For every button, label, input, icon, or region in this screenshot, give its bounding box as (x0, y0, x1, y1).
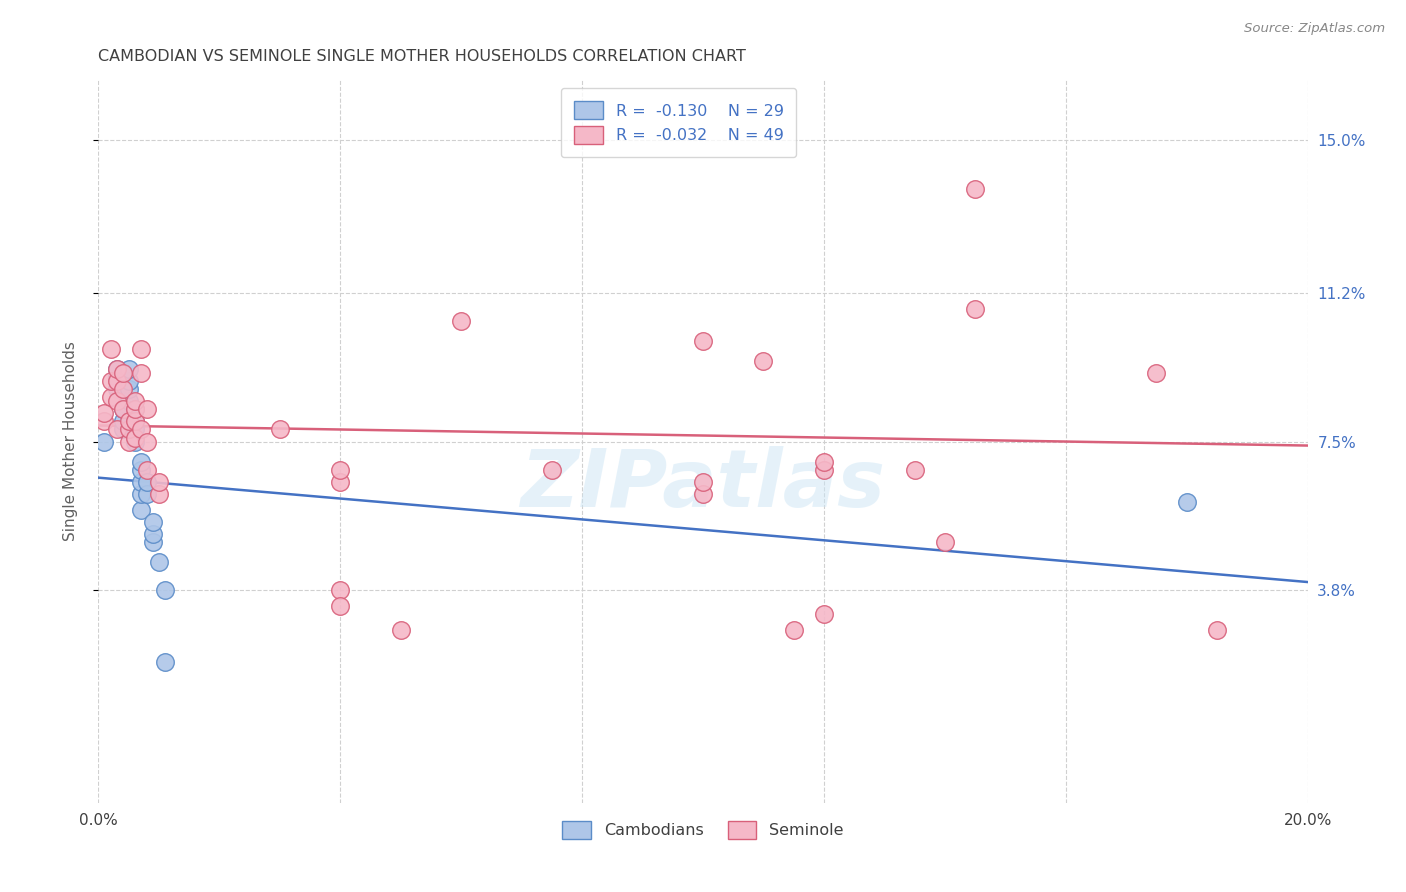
Point (118, 414, 141, 428)
Point (124, 414, 146, 428)
Point (148, 487, 170, 501)
Y-axis label: Single Mother Households: Single Mother Households (63, 342, 77, 541)
Point (111, 402, 134, 417)
Point (111, 382, 134, 396)
Point (129, 454, 152, 469)
Point (692, 487, 714, 501)
Point (813, 607, 835, 622)
Point (135, 402, 157, 417)
Point (118, 375, 141, 389)
Point (118, 423, 141, 437)
Point (105, 362, 128, 376)
Point (118, 382, 141, 396)
Point (124, 402, 146, 417)
Text: Source: ZipAtlas.com: Source: ZipAtlas.com (1244, 22, 1385, 36)
Point (148, 555, 170, 569)
Point (813, 462, 835, 476)
Point (105, 375, 128, 389)
Point (105, 423, 128, 437)
Point (111, 423, 134, 437)
Point (135, 434, 157, 449)
Point (129, 475, 152, 489)
Point (93, 434, 115, 449)
Point (118, 434, 141, 449)
Legend: Cambodians, Seminole: Cambodians, Seminole (555, 814, 851, 846)
Point (1144, 366, 1167, 380)
Point (129, 423, 152, 437)
Point (269, 423, 291, 437)
Point (105, 370, 128, 384)
Point (93, 407, 115, 421)
Point (142, 515, 165, 529)
Point (129, 366, 152, 380)
Point (100, 375, 122, 389)
Point (934, 534, 956, 549)
Point (124, 394, 146, 409)
Point (129, 462, 152, 476)
Point (329, 475, 352, 489)
Point (153, 655, 176, 669)
Point (118, 362, 141, 376)
Point (965, 301, 987, 317)
Point (111, 402, 134, 417)
Point (124, 434, 146, 449)
Point (965, 181, 987, 195)
Point (100, 342, 122, 356)
Point (540, 462, 562, 476)
Point (124, 402, 146, 417)
Point (148, 475, 170, 489)
Point (124, 414, 146, 428)
Text: ZIPatlas: ZIPatlas (520, 446, 886, 524)
Point (329, 599, 352, 614)
Point (1206, 623, 1229, 637)
Point (752, 354, 775, 368)
Point (135, 462, 157, 476)
Point (329, 583, 352, 598)
Point (129, 503, 152, 517)
Point (105, 382, 128, 396)
Point (450, 314, 472, 328)
Point (153, 583, 176, 598)
Point (142, 526, 165, 541)
Point (105, 394, 128, 409)
Point (692, 334, 714, 348)
Point (135, 487, 157, 501)
Point (692, 475, 714, 489)
Point (135, 475, 157, 489)
Point (1175, 494, 1198, 508)
Point (100, 391, 122, 405)
Text: CAMBODIAN VS SEMINOLE SINGLE MOTHER HOUSEHOLDS CORRELATION CHART: CAMBODIAN VS SEMINOLE SINGLE MOTHER HOUS… (98, 49, 747, 64)
Point (93, 414, 115, 428)
Point (813, 454, 835, 469)
Point (124, 431, 146, 445)
Point (105, 362, 128, 376)
Point (129, 487, 152, 501)
Point (118, 394, 141, 409)
Point (111, 366, 134, 380)
Point (142, 534, 165, 549)
Point (129, 342, 152, 356)
Point (904, 462, 927, 476)
Point (783, 623, 806, 637)
Point (124, 423, 146, 437)
Point (389, 623, 412, 637)
Point (111, 414, 134, 428)
Point (329, 462, 352, 476)
